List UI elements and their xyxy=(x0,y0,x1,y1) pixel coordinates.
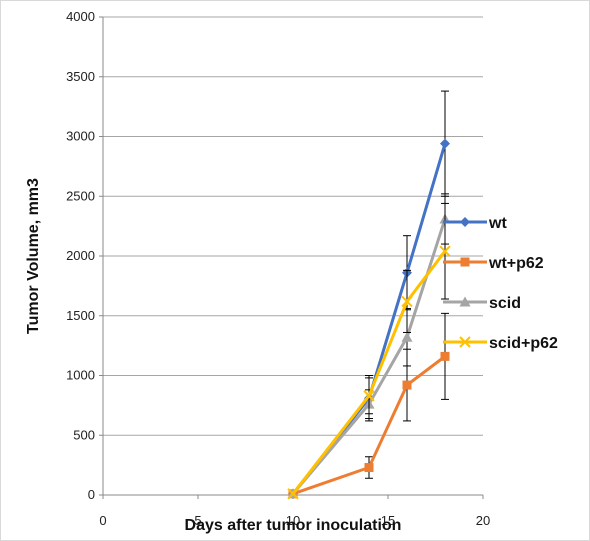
y-tick-label-3000: 3000 xyxy=(66,129,95,144)
axes xyxy=(99,16,484,499)
data-point-scid-plus-p62-14 xyxy=(363,390,375,402)
x-tick-label-5: 5 xyxy=(194,513,201,528)
y-tick-label-0: 0 xyxy=(88,487,95,502)
data-point-wt-plus-p62-14 xyxy=(364,463,374,473)
series-scid-plus-p62 xyxy=(287,202,451,500)
y-tick-label-3500: 3500 xyxy=(66,69,95,84)
y-axis-title: Tumor Volume, mm3 xyxy=(25,178,42,334)
x-tick-label-10: 10 xyxy=(286,513,300,528)
y-tick-label-2000: 2000 xyxy=(66,248,95,263)
series-line-scid-plus-p62 xyxy=(291,250,447,495)
x-tick-label-20: 20 xyxy=(476,513,490,528)
y-tick-label-2500: 2500 xyxy=(66,188,95,203)
legend-marker-scid-plus-p62 xyxy=(459,336,471,348)
legend-entry-scid: scid xyxy=(443,295,521,312)
data-series xyxy=(287,90,451,500)
data-point-wt-plus-p62-18 xyxy=(440,351,450,361)
y-tick-label-500: 500 xyxy=(73,427,95,442)
legend: wt wt+p62 scid scid+p62 xyxy=(443,215,558,352)
data-point-wt-plus-p62-16 xyxy=(402,380,412,390)
legend-label-wt: wt xyxy=(488,215,507,232)
data-point-wt-18 xyxy=(440,138,450,149)
legend-marker-wt xyxy=(460,217,470,227)
data-point-scid-16 xyxy=(401,331,413,342)
legend-entry-scid-plus-p62: scid+p62 xyxy=(443,335,558,352)
data-point-scid-plus-p62-16 xyxy=(401,295,413,308)
y-tick-label-4000: 4000 xyxy=(66,9,95,24)
legend-marker-scid xyxy=(459,296,471,307)
data-point-scid-plus-p62-18 xyxy=(439,245,451,257)
y-tick-label-1000: 1000 xyxy=(66,368,95,383)
x-axis-title: Days after tumor inoculation xyxy=(185,517,402,534)
x-tick-label-15: 15 xyxy=(381,513,395,528)
legend-label-scid-plus-p62: scid+p62 xyxy=(489,335,558,352)
legend-entry-wt: wt xyxy=(443,215,507,232)
data-point-scid-plus-p62-10 xyxy=(287,488,299,500)
legend-entry-wt-plus-p62: wt+p62 xyxy=(443,255,544,272)
legend-label-wt-plus-p62: wt+p62 xyxy=(488,255,544,272)
series-line-wt-plus-p62 xyxy=(292,355,446,496)
legend-marker-wt-plus-p62 xyxy=(460,257,470,267)
legend-label-scid: scid xyxy=(489,295,521,312)
tick-labels: 0 500 1000 1500 2000 2500 3000 3500 4000 0 5 10 15 20 xyxy=(66,9,490,528)
y-tick-label-1500: 1500 xyxy=(66,308,95,323)
x-tick-label-0: 0 xyxy=(99,513,106,528)
